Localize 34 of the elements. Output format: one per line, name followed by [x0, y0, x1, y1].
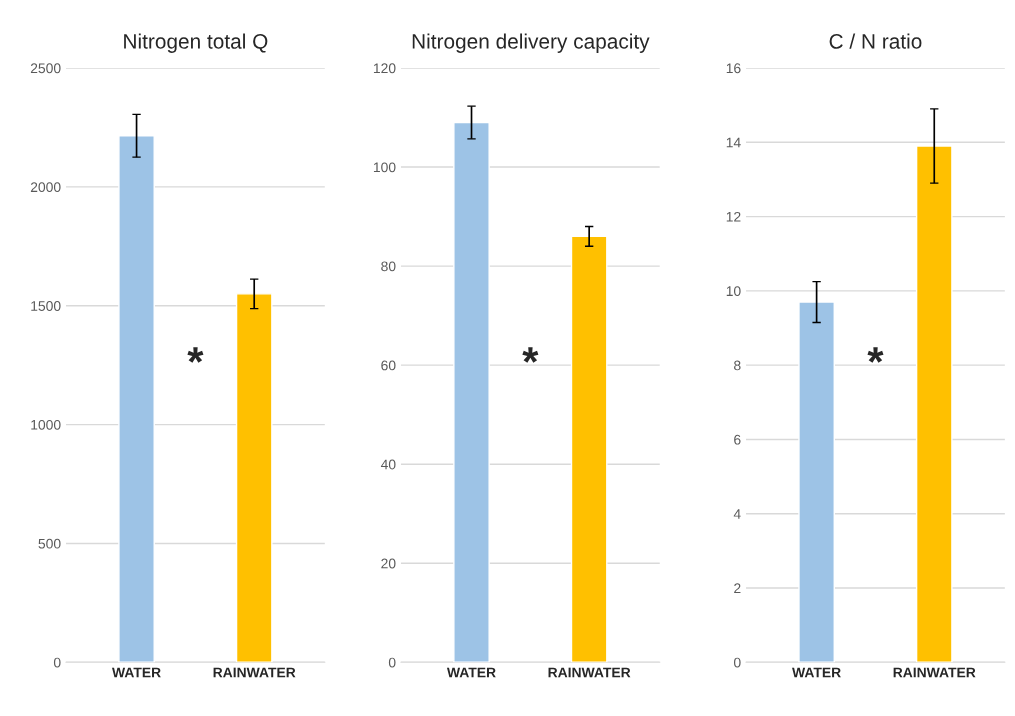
y-tick-label: 16 — [726, 63, 741, 74]
annotation: * — [867, 347, 884, 363]
y-tick-label: 14 — [726, 137, 741, 148]
y-tick-label: 0 — [53, 657, 61, 668]
y-tick-label: 2 — [734, 583, 741, 594]
y-tick-label: 1000 — [31, 419, 61, 430]
y-tick-label: 40 — [380, 459, 396, 470]
y-tick-label: 20 — [381, 558, 396, 569]
x-tick-label: RAINWATER — [893, 667, 976, 678]
y-tick-label: 10 — [726, 286, 741, 297]
chart-title: Nitrogen delivery capacity — [412, 33, 650, 53]
chart-title: C / N ratio — [829, 33, 922, 49]
x-tick-label: WATER — [792, 667, 841, 678]
y-tick-label: 2500 — [30, 63, 61, 74]
chart-title: Nitrogen total Q — [124, 33, 268, 53]
annotation: * — [187, 347, 204, 363]
y-tick-label: 100 — [373, 162, 396, 173]
x-tick-label: RAINWATER — [213, 667, 296, 678]
y-tick-label: 80 — [381, 261, 396, 272]
y-tick-label: 120 — [373, 63, 396, 74]
x-tick-label: RAINWATER — [548, 667, 631, 678]
y-tick-label: 60 — [381, 360, 396, 371]
y-tick-label: 12 — [726, 211, 741, 222]
y-tick-label: 4 — [733, 509, 741, 519]
y-tick-label: 500 — [38, 538, 61, 549]
annotation: * — [522, 347, 539, 363]
x-tick-label: WATER — [446, 667, 496, 678]
y-tick-label: 6 — [734, 434, 741, 445]
y-tick-label: 1500 — [31, 301, 61, 311]
y-tick-label: 0 — [733, 657, 741, 668]
y-tick-label: 2000 — [30, 182, 61, 193]
y-tick-label: 0 — [388, 657, 396, 668]
y-tick-label: 8 — [734, 360, 741, 371]
x-tick-label: WATER — [112, 667, 161, 678]
